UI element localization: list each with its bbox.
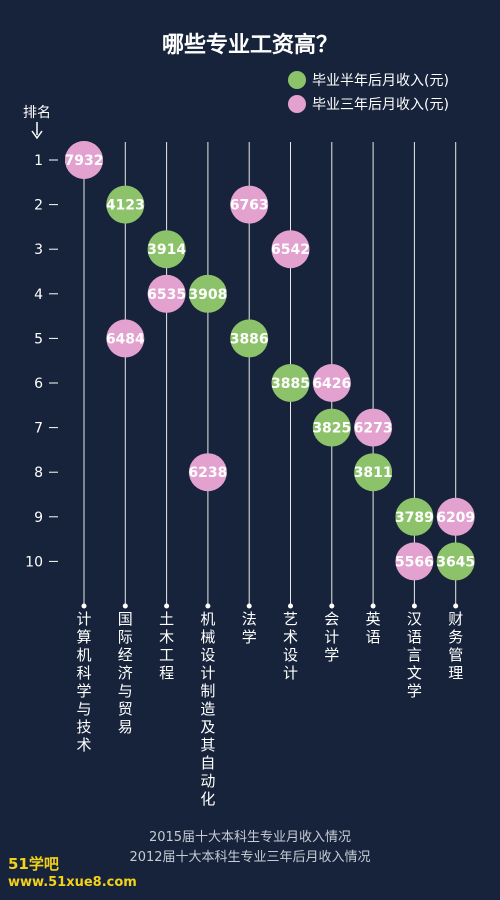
category-dot-8 <box>370 603 376 609</box>
point-s2-8 <box>188 453 227 492</box>
category-dot-6 <box>288 603 293 609</box>
point-s2-4 <box>147 274 186 313</box>
y-tick-label-8: 8 <box>34 465 43 481</box>
point-s1-2 <box>106 185 145 224</box>
point-label-s1-4: 3908 <box>188 287 227 303</box>
legend-label-2: 毕业三年后月收入(元) <box>312 97 449 113</box>
y-axis-label: 排名 <box>23 105 51 121</box>
point-label-s2-4: 6535 <box>147 287 186 303</box>
point-s2-3 <box>271 230 310 269</box>
point-label-s2-5: 6484 <box>106 331 145 347</box>
brand-url: www.51xue8.com <box>8 875 137 890</box>
category-label-9: 汉语言文学 <box>407 610 422 700</box>
point-s2-6 <box>312 364 351 402</box>
point-s1-7 <box>312 408 351 447</box>
point-s2-7 <box>354 408 393 447</box>
y-axis-arrow-head <box>31 130 43 140</box>
point-label-s2-2: 6763 <box>230 198 269 214</box>
category-label-6: 艺术设计 <box>283 610 298 682</box>
category-label-4: 机械设计制造及其自动化 <box>200 610 215 808</box>
point-label-s1-5: 3886 <box>230 331 269 347</box>
category-label-3: 土木工程 <box>159 610 174 682</box>
point-label-s2-9: 6209 <box>436 510 475 526</box>
y-tick-label-10: 10 <box>25 554 43 570</box>
y-tick-label-6: 6 <box>34 376 43 392</box>
point-s2-5 <box>106 319 145 358</box>
y-tick-label-2: 2 <box>34 198 43 214</box>
point-s1-5 <box>230 319 269 358</box>
category-dot-10 <box>453 603 459 609</box>
category-label-8: 英语 <box>366 610 381 646</box>
category-label-5: 法学 <box>242 610 257 646</box>
point-label-s1-2: 4123 <box>106 198 145 214</box>
y-tick-label-3: 3 <box>34 242 43 258</box>
point-s2-1 <box>65 141 103 179</box>
footnote-1: 2015届十大本科生专业月收入情况 <box>148 830 352 845</box>
point-label-s2-6: 6426 <box>312 376 351 392</box>
category-label-7: 会计学 <box>324 610 339 664</box>
category-label-10: 财务管理 <box>448 610 463 682</box>
chart-title: 哪些专业工资高？ <box>162 32 338 58</box>
point-label-s1-7: 3825 <box>312 421 351 437</box>
point-label-s2-3: 6542 <box>271 242 310 258</box>
point-label-s1-9: 3789 <box>395 510 434 526</box>
point-label-s1-8: 3811 <box>354 465 393 481</box>
legend-swatch-2 <box>288 95 306 113</box>
point-s1-8 <box>354 453 393 492</box>
point-s2-2 <box>230 185 269 224</box>
point-s1-4 <box>188 274 227 313</box>
footnote-2: 2012届十大本科生专业三年后月收入情况 <box>129 850 371 865</box>
legend-swatch-1 <box>288 71 306 89</box>
point-label-s2-10: 5566 <box>395 554 434 570</box>
point-label-s1-10: 3645 <box>436 554 475 570</box>
y-tick-label-9: 9 <box>34 510 43 526</box>
y-tick-label-5: 5 <box>34 331 43 347</box>
point-s1-6 <box>271 364 310 402</box>
category-dot-7 <box>329 603 335 609</box>
category-label-2: 国际经济与贸易 <box>118 610 133 736</box>
legend-label-1: 毕业半年后月收入(元) <box>312 73 449 89</box>
point-s1-10 <box>436 542 475 581</box>
y-tick-label-7: 7 <box>34 421 43 437</box>
point-label-s2-1: 7932 <box>65 153 104 169</box>
brand-name: 51学吧 <box>8 855 59 873</box>
point-s1-3 <box>147 230 186 269</box>
category-dot-1 <box>81 603 87 609</box>
point-label-s1-3: 3914 <box>147 242 186 258</box>
category-dot-2 <box>122 603 128 609</box>
category-label-1: 计算机科学与技术 <box>76 610 91 754</box>
y-tick-label-4: 4 <box>34 287 43 303</box>
point-s1-9 <box>395 497 434 536</box>
point-label-s1-6: 3885 <box>271 376 310 392</box>
category-dot-4 <box>205 603 211 609</box>
y-tick-label-1: 1 <box>34 153 43 169</box>
point-s2-10 <box>395 542 434 581</box>
category-dot-9 <box>411 603 417 609</box>
point-s2-9 <box>436 497 475 536</box>
category-dot-3 <box>164 603 170 609</box>
point-label-s2-7: 6273 <box>354 421 393 437</box>
category-dot-5 <box>246 603 252 609</box>
point-label-s2-8: 6238 <box>188 465 227 481</box>
